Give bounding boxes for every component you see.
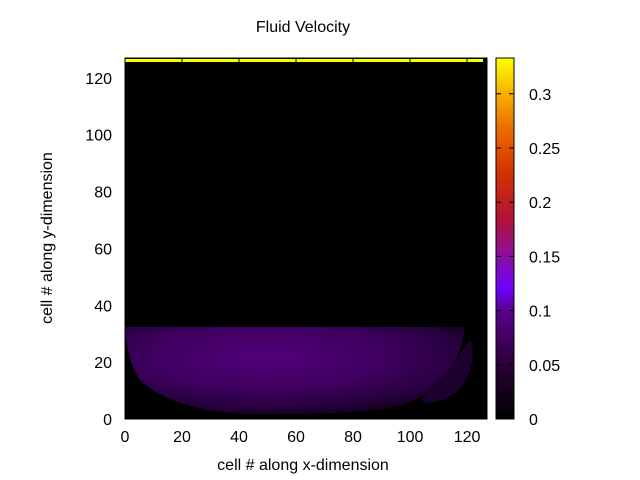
colorbar-tick-label: 0.25 [529,141,560,158]
x-tick-label: 20 [173,429,191,446]
x-tick-label: 40 [230,429,248,446]
colorbar-tick-label: 0.3 [529,87,551,104]
y-tick-label: 100 [85,128,112,145]
colorbar-axis: 0 0.05 0.1 0.15 0.2 0.25 0.3 [496,87,560,429]
y-tick-label: 80 [94,185,112,202]
colorbar-tick-label: 0.2 [529,195,551,212]
colorbar-tick-label: 0.15 [529,249,560,266]
x-tick-label: 0 [121,429,130,446]
colorbar-tick-label: 0.05 [529,358,560,375]
y-tick-label: 0 [103,412,112,429]
colorbar-tick-label: 0.1 [529,304,551,321]
y-tick-label: 20 [94,355,112,372]
y-axis-label: cell # along y-dimension [39,152,56,324]
lid-region [125,59,483,62]
x-axis: 0 20 40 60 80 100 120 [121,58,481,446]
x-tick-label: 80 [344,429,362,446]
y-tick-label: 40 [94,298,112,315]
x-tick-label: 120 [454,429,481,446]
x-tick-label: 100 [397,429,424,446]
x-axis-label: cell # along x-dimension [217,457,389,474]
plot-border [124,57,488,420]
chart-title: Fluid Velocity [256,19,350,36]
y-axis: 0 20 40 60 80 100 120 [85,71,487,429]
y-tick-label: 120 [85,71,112,88]
lower-vortex-region [125,327,465,415]
x-tick-label: 60 [287,429,305,446]
corner-eddy-region [422,340,473,403]
y-tick-label: 60 [94,241,112,258]
colorbar-tick-label: 0 [529,412,538,429]
